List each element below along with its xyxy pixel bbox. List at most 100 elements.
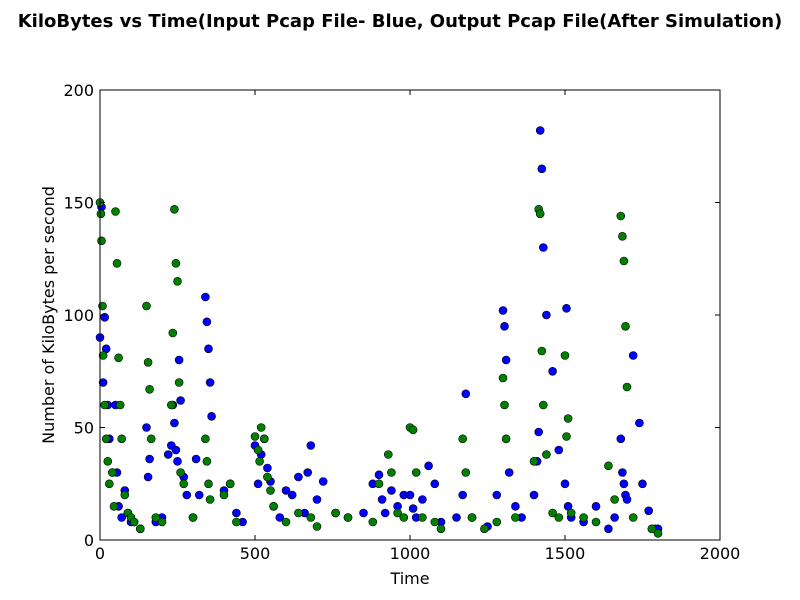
data-point <box>129 517 139 527</box>
data-point <box>501 355 511 365</box>
data-point <box>179 479 188 489</box>
data-point <box>638 479 647 489</box>
data-point <box>621 321 630 331</box>
data-point <box>263 472 272 482</box>
data-point <box>188 513 198 522</box>
data-point <box>458 434 468 444</box>
data-point <box>191 454 201 464</box>
data-point <box>103 456 113 466</box>
data-point <box>168 328 178 338</box>
data-point <box>171 445 181 455</box>
data-point <box>461 468 471 477</box>
data-point <box>176 468 185 477</box>
data-point <box>201 292 210 302</box>
data-point <box>591 501 601 511</box>
data-point <box>167 400 176 410</box>
data-point <box>202 456 212 466</box>
data-point <box>259 434 269 444</box>
x-tick-label: 2000 <box>700 544 741 563</box>
data-point <box>383 450 393 459</box>
data-point <box>418 513 427 522</box>
data-point <box>405 490 415 500</box>
data-point <box>100 400 109 410</box>
data-point <box>312 495 322 504</box>
data-point <box>253 479 263 489</box>
data-point <box>266 486 275 495</box>
data-point <box>622 495 632 504</box>
data-point <box>537 346 547 356</box>
data-point <box>498 373 508 383</box>
data-point <box>408 425 418 435</box>
data-point <box>255 456 264 466</box>
data-point <box>399 513 409 522</box>
data-point <box>436 524 446 534</box>
data-point <box>387 486 396 495</box>
x-tick-label: 1500 <box>545 544 586 563</box>
data-point <box>430 517 440 527</box>
plot-area <box>100 90 720 540</box>
data-point <box>618 232 627 241</box>
data-point <box>173 276 182 286</box>
data-point <box>256 423 266 432</box>
data-point <box>554 445 564 455</box>
data-point <box>628 351 638 360</box>
data-point <box>480 524 489 534</box>
data-point <box>115 400 125 410</box>
data-point <box>579 513 588 522</box>
data-point <box>492 490 502 500</box>
data-point <box>619 256 629 266</box>
data-point <box>97 236 106 246</box>
data-point <box>306 441 316 450</box>
data-point <box>458 490 468 500</box>
data-point <box>560 479 570 489</box>
data-point <box>619 479 629 489</box>
data-point <box>182 490 192 500</box>
data-point <box>424 461 433 471</box>
data-point <box>644 506 654 516</box>
data-point <box>542 310 551 320</box>
data-point <box>194 490 204 500</box>
series-1-points <box>95 198 663 538</box>
data-point <box>105 479 114 489</box>
data-point <box>170 418 179 428</box>
data-point <box>96 209 106 219</box>
data-point <box>511 513 520 522</box>
y-axis: 0 50 100 150 200 <box>63 81 720 550</box>
data-point <box>537 164 547 174</box>
data-point <box>610 495 619 504</box>
y-tick-label: 0 <box>84 531 94 550</box>
x-tick-label: 500 <box>240 544 271 563</box>
data-point <box>331 508 340 518</box>
data-point <box>548 366 557 376</box>
data-point <box>500 321 509 331</box>
data-point <box>117 513 126 522</box>
data-point <box>538 243 548 252</box>
data-point <box>306 513 316 522</box>
data-point <box>204 344 213 354</box>
data-point <box>173 456 182 466</box>
data-point <box>232 508 241 518</box>
data-point <box>529 490 539 500</box>
data-point <box>145 454 154 464</box>
data-point <box>604 461 613 471</box>
data-point <box>202 317 212 327</box>
data-point <box>98 378 108 387</box>
data-point <box>653 528 663 538</box>
data-point <box>157 517 167 527</box>
data-point <box>112 258 122 268</box>
data-points <box>95 126 663 538</box>
data-point <box>275 513 285 522</box>
data-point <box>287 490 297 500</box>
data-point <box>136 524 145 534</box>
data-point <box>174 355 184 365</box>
data-point <box>114 353 123 363</box>
data-point <box>635 418 644 428</box>
data-point <box>467 513 477 522</box>
data-point <box>146 434 156 444</box>
y-tick-label: 50 <box>74 419 94 438</box>
data-point <box>387 468 396 477</box>
x-axis: 0 500 1000 1500 2000 <box>95 90 740 563</box>
data-point <box>145 384 154 394</box>
chart-title: KiloBytes vs Time(Input Pcap File- Blue,… <box>18 11 783 32</box>
data-point <box>610 513 619 522</box>
